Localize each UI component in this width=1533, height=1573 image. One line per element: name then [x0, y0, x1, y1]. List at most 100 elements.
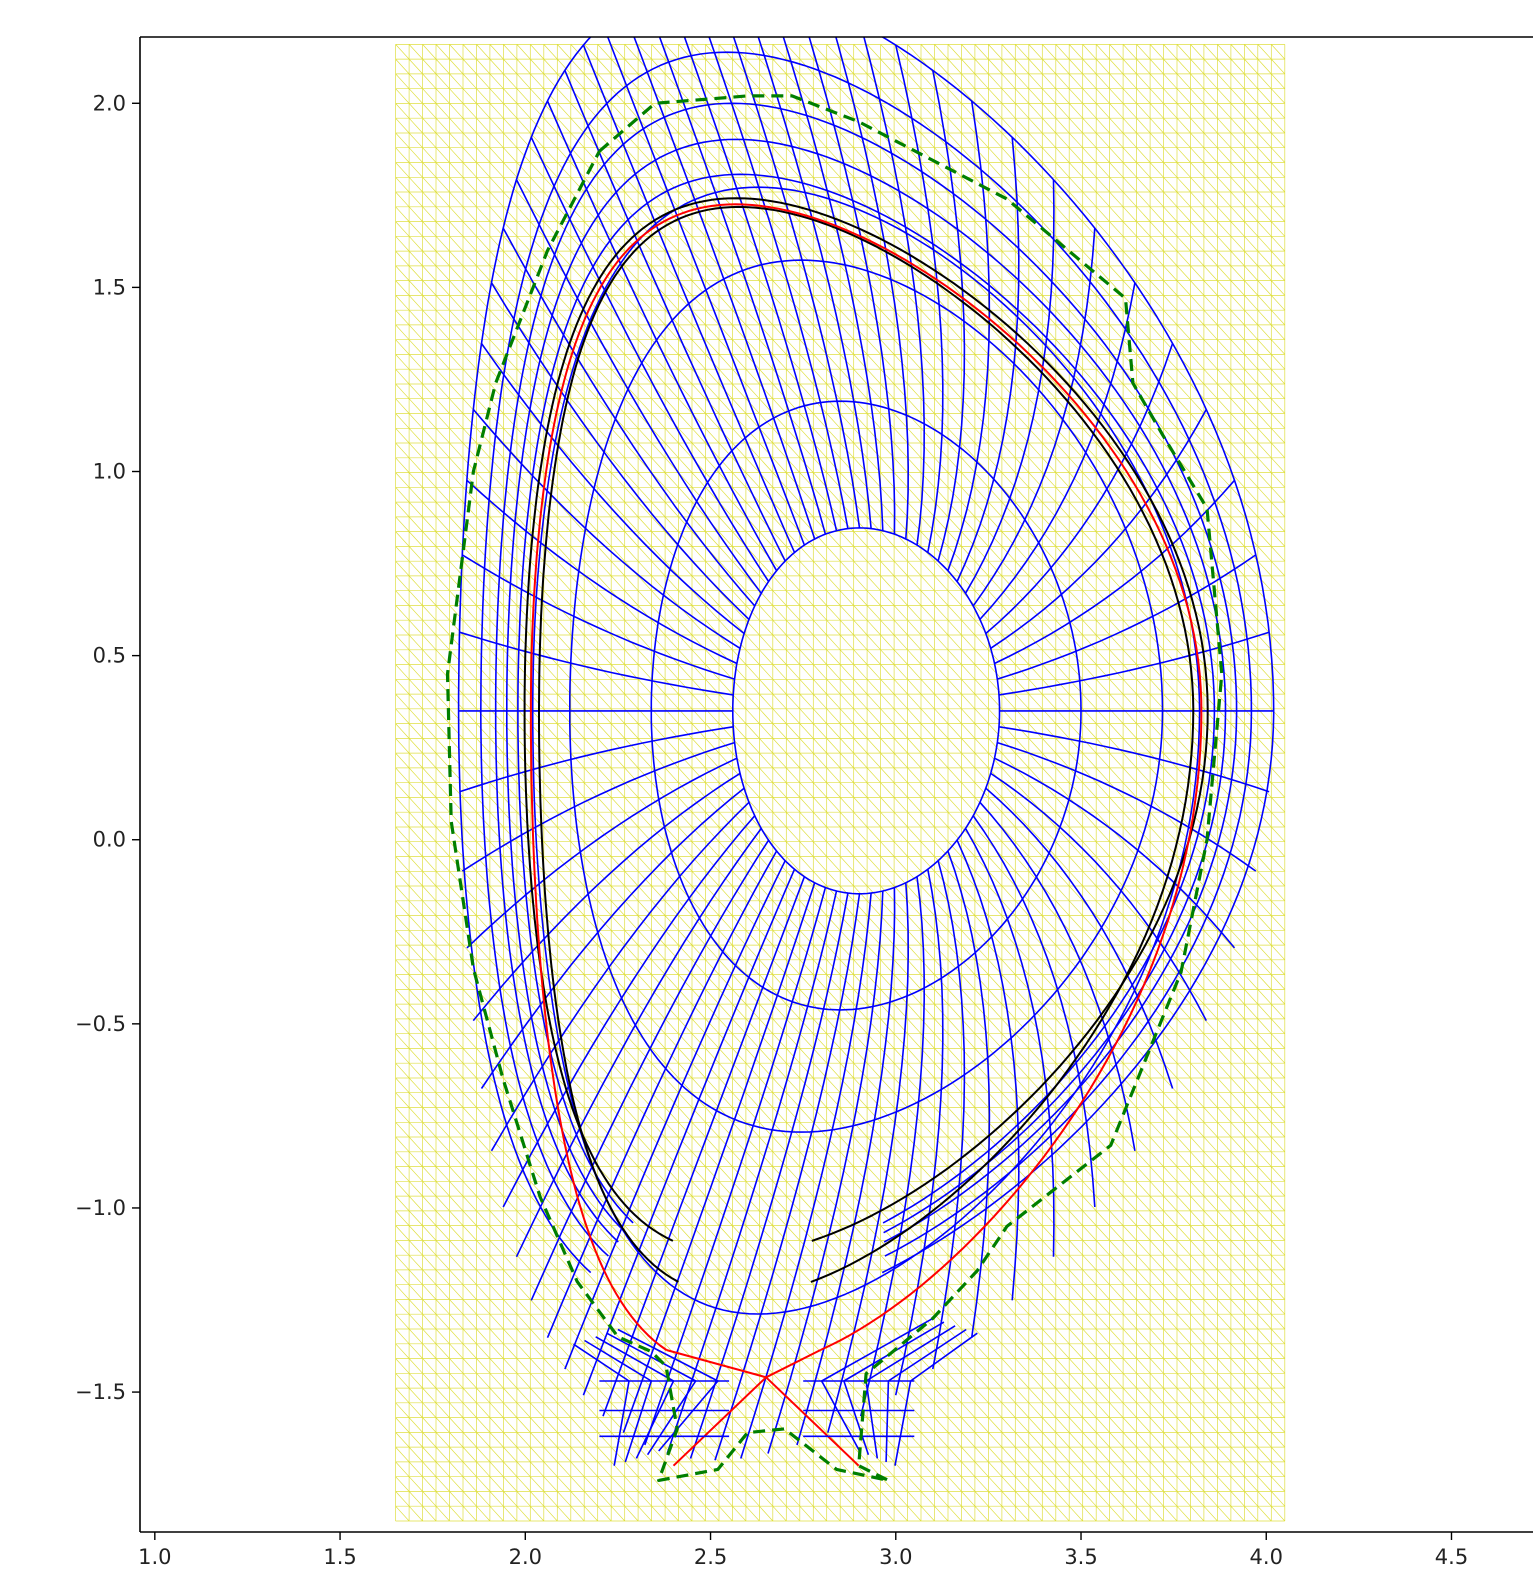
- radial-grid-line: [972, 815, 1096, 1208]
- radial-grid-line: [827, 882, 910, 1433]
- radial-grid-line: [997, 554, 1257, 680]
- radial-grid-line: [956, 137, 1020, 582]
- radial-grid-line: [480, 787, 745, 1089]
- first-wall: [445, 94, 1224, 1483]
- radial-grid-line: [767, 890, 884, 1454]
- sol-flux-surface: [494, 102, 1238, 1243]
- radial-grid-line: [859, 876, 926, 1417]
- radial-grid-line: [683, 37, 838, 531]
- radial-grid-line: [997, 741, 1257, 872]
- radial-grid-line: [947, 100, 991, 571]
- radial-grid-line: [459, 726, 734, 793]
- radial-grid-line: [964, 179, 1055, 594]
- radial-grid-line: [530, 839, 770, 1301]
- sol-flux-surface: [479, 51, 1253, 1257]
- radial-grid-line: [964, 828, 1055, 1257]
- radial-grid-line: [602, 876, 806, 1417]
- y-tick-label: 1.5: [93, 275, 126, 299]
- plot-area: [395, 37, 1286, 1522]
- radial-grid-line: [956, 839, 1020, 1301]
- radial-grid-line: [932, 860, 966, 1370]
- x-axis: 1.0 1.5 2.0 2.5 3.0 3.5 4.0 4.5: [138, 1532, 1468, 1569]
- radial-grid-line: [490, 282, 750, 620]
- radial-grid-line: [480, 342, 745, 635]
- core-flux-surface: [731, 527, 1001, 895]
- radial-grid-line: [757, 37, 872, 529]
- x-tick-label: 3.0: [879, 1545, 912, 1569]
- near-separatrix-surface: [523, 197, 1209, 1242]
- radial-grid-line: [990, 409, 1207, 649]
- radial-grid-line: [622, 882, 816, 1433]
- x-tick-label: 4.0: [1250, 1545, 1283, 1569]
- vessel-wall: [445, 94, 1224, 1483]
- radial-grid-line: [530, 136, 770, 582]
- axes-frame: [139, 36, 1533, 1533]
- core-flux-surface: [650, 400, 1082, 1011]
- x-tick-label: 2.5: [694, 1545, 727, 1569]
- x-tick-label: 3.5: [1064, 1545, 1097, 1569]
- flux-grid: [457, 37, 1275, 1467]
- radial-grid-line: [459, 631, 734, 696]
- radial-grid-line: [985, 787, 1174, 1089]
- radial-grid-line: [732, 37, 861, 529]
- radial-grid-line: [666, 890, 838, 1454]
- y-tick-label: 2.0: [93, 91, 126, 115]
- y-tick-label: 1.0: [93, 460, 126, 484]
- radial-grid-line: [782, 37, 884, 531]
- radial-grid-line: [689, 892, 849, 1459]
- mesh-lines: [395, 44, 1286, 1522]
- core-flux-surface: [531, 186, 1201, 1315]
- radial-grid-line: [863, 37, 926, 546]
- sol-flux-surface: [457, 37, 1275, 1274]
- radial-grid-line: [994, 757, 1236, 949]
- y-tick-label: −1.5: [75, 1380, 126, 1404]
- x-tick-label: 2.0: [509, 1545, 542, 1569]
- radial-grid-line: [633, 37, 816, 540]
- x-tick-label: 1.5: [323, 1545, 356, 1569]
- y-tick-label: −1.0: [75, 1196, 126, 1220]
- radial-grid-line: [740, 893, 872, 1459]
- radial-grid-line: [835, 37, 910, 540]
- radial-grid-line: [461, 554, 735, 680]
- radial-grid-line: [461, 741, 735, 872]
- radial-grid-line: [998, 726, 1270, 793]
- radial-grid-line: [515, 827, 762, 1258]
- radial-grid-line: [490, 801, 750, 1152]
- radial-grid-line: [985, 343, 1174, 635]
- core-flux-surface: [568, 259, 1164, 1133]
- y-axis: 2.0 1.5 1.0 0.5 0.0 −0.5 −1.0 −1.5: [75, 91, 140, 1404]
- radial-grid-line: [515, 179, 762, 594]
- near-separatrix-surface: [538, 205, 1195, 1283]
- radial-grid-line: [990, 772, 1208, 1021]
- radial-grid-line: [947, 850, 991, 1338]
- radial-grid-line: [708, 37, 849, 529]
- y-tick-label: 0.0: [93, 828, 126, 852]
- radial-grid-line: [894, 44, 944, 553]
- radial-grid-line: [994, 479, 1236, 665]
- radial-grid-line: [808, 37, 896, 535]
- radial-grid-line: [466, 757, 738, 949]
- radial-grid-line: [972, 228, 1096, 607]
- radial-grid-line: [644, 887, 827, 1446]
- radial-grid-line: [582, 868, 796, 1396]
- triangular-mesh: [395, 44, 1286, 1522]
- radial-grid-line: [714, 893, 861, 1461]
- x-tick-label: 4.5: [1435, 1545, 1468, 1569]
- radial-grid-line: [796, 887, 896, 1446]
- radial-grid-line: [658, 37, 827, 535]
- radial-grid-line: [582, 44, 796, 553]
- x-tick-label: 1.0: [138, 1545, 171, 1569]
- radial-grid-line: [998, 631, 1270, 696]
- radial-grid-line: [472, 772, 741, 1022]
- sol-flux-surface: [517, 173, 1216, 1224]
- radial-grid-line: [564, 860, 786, 1370]
- radial-grid-line: [979, 801, 1136, 1151]
- radial-grid-line: [502, 227, 756, 607]
- radial-grid-line: [564, 70, 786, 562]
- radial-grid-line: [979, 282, 1136, 620]
- y-tick-label: −0.5: [75, 1012, 126, 1036]
- radial-grid-line: [466, 479, 738, 665]
- radial-grid-line: [472, 408, 741, 649]
- y-tick-label: 0.5: [93, 644, 126, 668]
